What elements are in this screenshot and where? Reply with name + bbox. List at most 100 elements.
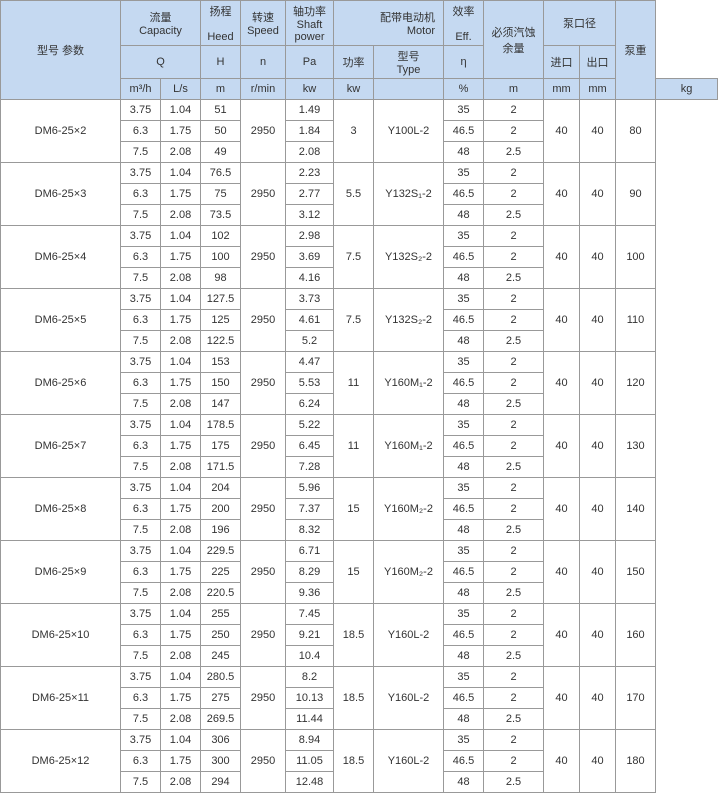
npsh-m: 2 (484, 436, 544, 457)
q-ls: 2.08 (161, 772, 201, 793)
model-cell: DM6-25×7 (1, 415, 121, 478)
q-m3h: 6.3 (121, 247, 161, 268)
outlet-mm: 40 (580, 478, 616, 541)
npsh-m: 2 (484, 184, 544, 205)
pa-kw: 10.4 (286, 646, 334, 667)
npsh-m: 2.5 (484, 646, 544, 667)
head-m: 196 (201, 520, 241, 541)
pa-kw: 5.2 (286, 331, 334, 352)
npsh-m: 2 (484, 226, 544, 247)
npsh-m: 2 (484, 730, 544, 751)
motor-kw: 15 (334, 541, 374, 604)
unit-mm1: mm (544, 79, 580, 100)
eff-pct: 48 (444, 268, 484, 289)
eff-pct: 48 (444, 772, 484, 793)
npsh-m: 2 (484, 289, 544, 310)
head-m: 255 (201, 604, 241, 625)
pa-kw: 4.61 (286, 310, 334, 331)
q-m3h: 7.5 (121, 205, 161, 226)
pa-kw: 5.96 (286, 478, 334, 499)
eff-pct: 48 (444, 394, 484, 415)
npsh-m: 2 (484, 541, 544, 562)
q-m3h: 3.75 (121, 352, 161, 373)
speed-cell: 2950 (241, 163, 286, 226)
q-m3h: 7.5 (121, 331, 161, 352)
unit-ls: L/s (161, 79, 201, 100)
q-ls: 2.08 (161, 457, 201, 478)
npsh-m: 2.5 (484, 583, 544, 604)
npsh-m: 2.5 (484, 331, 544, 352)
motor-type: Y160L-2 (374, 604, 444, 667)
head-m: 245 (201, 646, 241, 667)
motor-type: Y132S₂-2 (374, 226, 444, 289)
motor-kw: 18.5 (334, 730, 374, 793)
pa-kw: 2.23 (286, 163, 334, 184)
eff-pct: 46.5 (444, 121, 484, 142)
q-ls: 1.75 (161, 625, 201, 646)
eff-pct: 46.5 (444, 625, 484, 646)
header-H: H (201, 46, 241, 79)
header-model-param: 型号 参数 (1, 1, 121, 100)
pa-kw: 1.84 (286, 121, 334, 142)
q-m3h: 3.75 (121, 478, 161, 499)
head-m: 49 (201, 142, 241, 163)
weight-kg: 120 (616, 352, 656, 415)
eff-pct: 46.5 (444, 436, 484, 457)
motor-type: Y160L-2 (374, 667, 444, 730)
npsh-m: 2 (484, 604, 544, 625)
weight-kg: 140 (616, 478, 656, 541)
head-m: 147 (201, 394, 241, 415)
unit-mm2: mm (580, 79, 616, 100)
pa-kw: 10.13 (286, 688, 334, 709)
outlet-mm: 40 (580, 163, 616, 226)
unit-pct: % (444, 79, 484, 100)
npsh-m: 2.5 (484, 142, 544, 163)
head-m: 73.5 (201, 205, 241, 226)
eff-pct: 48 (444, 520, 484, 541)
pa-kw: 7.45 (286, 604, 334, 625)
eff-pct: 48 (444, 646, 484, 667)
q-m3h: 6.3 (121, 499, 161, 520)
q-m3h: 3.75 (121, 289, 161, 310)
eff-pct: 48 (444, 142, 484, 163)
q-m3h: 7.5 (121, 646, 161, 667)
head-m: 300 (201, 751, 241, 772)
q-ls: 1.04 (161, 541, 201, 562)
pa-kw: 11.44 (286, 709, 334, 730)
header-dia: 泵口径 (544, 1, 616, 46)
eff-pct: 46.5 (444, 310, 484, 331)
q-m3h: 3.75 (121, 667, 161, 688)
eff-pct: 35 (444, 100, 484, 121)
weight-kg: 160 (616, 604, 656, 667)
pa-kw: 8.32 (286, 520, 334, 541)
q-ls: 2.08 (161, 331, 201, 352)
q-ls: 2.08 (161, 394, 201, 415)
q-ls: 1.75 (161, 499, 201, 520)
npsh-m: 2 (484, 751, 544, 772)
npsh-m: 2 (484, 121, 544, 142)
eff-pct: 35 (444, 415, 484, 436)
eff-pct: 46.5 (444, 499, 484, 520)
speed-cell: 2950 (241, 226, 286, 289)
head-m: 171.5 (201, 457, 241, 478)
q-ls: 2.08 (161, 583, 201, 604)
pa-kw: 11.05 (286, 751, 334, 772)
inlet-mm: 40 (544, 604, 580, 667)
inlet-mm: 40 (544, 541, 580, 604)
pa-kw: 3.12 (286, 205, 334, 226)
npsh-m: 2 (484, 415, 544, 436)
weight-kg: 80 (616, 100, 656, 163)
eff-pct: 35 (444, 352, 484, 373)
q-ls: 1.04 (161, 730, 201, 751)
pa-kw: 2.08 (286, 142, 334, 163)
q-ls: 1.04 (161, 163, 201, 184)
eff-pct: 46.5 (444, 751, 484, 772)
head-m: 76.5 (201, 163, 241, 184)
head-m: 122.5 (201, 331, 241, 352)
q-ls: 1.75 (161, 751, 201, 772)
model-cell: DM6-25×5 (1, 289, 121, 352)
head-m: 220.5 (201, 583, 241, 604)
header-eff-cn: 效率Eff. (444, 1, 484, 46)
weight-kg: 100 (616, 226, 656, 289)
q-m3h: 6.3 (121, 436, 161, 457)
